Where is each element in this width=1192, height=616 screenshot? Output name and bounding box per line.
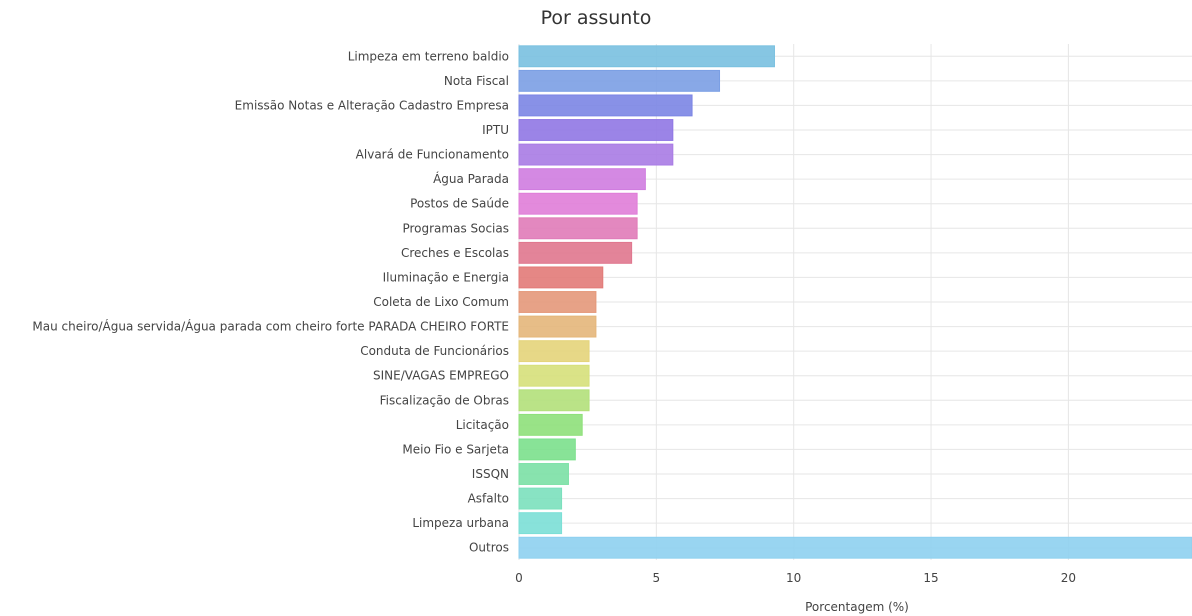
category-label: Fiscalização de Obras: [380, 393, 509, 407]
category-label: Meio Fio e Sarjeta: [402, 442, 509, 456]
category-label: Limpeza em terreno baldio: [348, 49, 509, 63]
category-label: Coleta de Lixo Comum: [373, 295, 509, 309]
bar[interactable]: [518, 143, 674, 166]
bar[interactable]: [518, 168, 646, 191]
bar[interactable]: [518, 291, 597, 313]
category-label: ISSQN: [472, 467, 509, 481]
bars: [518, 45, 1192, 559]
bar[interactable]: [518, 119, 674, 141]
x-tick-label: 15: [923, 571, 938, 585]
x-tick-label: 10: [786, 571, 801, 585]
category-label: Limpeza urbana: [412, 516, 509, 530]
bar[interactable]: [518, 45, 775, 68]
category-label: Programas Socias: [402, 221, 509, 235]
bar[interactable]: [518, 389, 590, 412]
chart-title: Por assunto: [541, 7, 652, 29]
bar[interactable]: [518, 315, 597, 338]
bar[interactable]: [518, 487, 563, 510]
category-label: Iluminação e Energia: [383, 270, 509, 284]
bar[interactable]: [518, 266, 604, 289]
category-label: Postos de Saúde: [410, 197, 509, 211]
category-label: Água Parada: [433, 171, 509, 186]
category-labels: Limpeza em terreno baldio Nota Fiscal Emis…: [32, 49, 509, 554]
bar[interactable]: [518, 512, 563, 535]
bar[interactable]: [518, 192, 638, 215]
category-label: Outros: [469, 541, 509, 555]
bar[interactable]: [518, 463, 569, 485]
bar[interactable]: [518, 438, 576, 461]
bar[interactable]: [518, 536, 1192, 559]
category-label: Asfalto: [468, 492, 509, 506]
x-tick-label: 20: [1061, 571, 1076, 585]
bar[interactable]: [518, 241, 633, 264]
bar[interactable]: [518, 217, 638, 240]
category-label: Alvará de Funcionamento: [356, 148, 509, 162]
bar[interactable]: [518, 413, 583, 436]
category-label: SINE/VAGAS EMPREGO: [373, 369, 509, 383]
category-label: Emissão Notas e Alteração Cadastro Empre…: [235, 98, 509, 112]
x-tick-label: 0: [515, 571, 523, 585]
x-tick-labels: 0 5 10 15 20: [515, 571, 1076, 585]
category-label: IPTU: [482, 123, 509, 137]
bar[interactable]: [518, 364, 590, 387]
x-axis-title: Porcentagem (%): [805, 600, 909, 614]
category-label: Nota Fiscal: [444, 74, 509, 88]
category-label: Licitação: [456, 418, 509, 432]
category-label: Creches e Escolas: [401, 246, 509, 260]
bar[interactable]: [518, 69, 721, 92]
bar[interactable]: [518, 94, 693, 117]
category-label: Conduta de Funcionários: [360, 344, 509, 358]
x-tick-label: 5: [653, 571, 661, 585]
bar[interactable]: [518, 340, 590, 363]
category-label: Mau cheiro/Água servida/Água parada com …: [32, 319, 509, 334]
